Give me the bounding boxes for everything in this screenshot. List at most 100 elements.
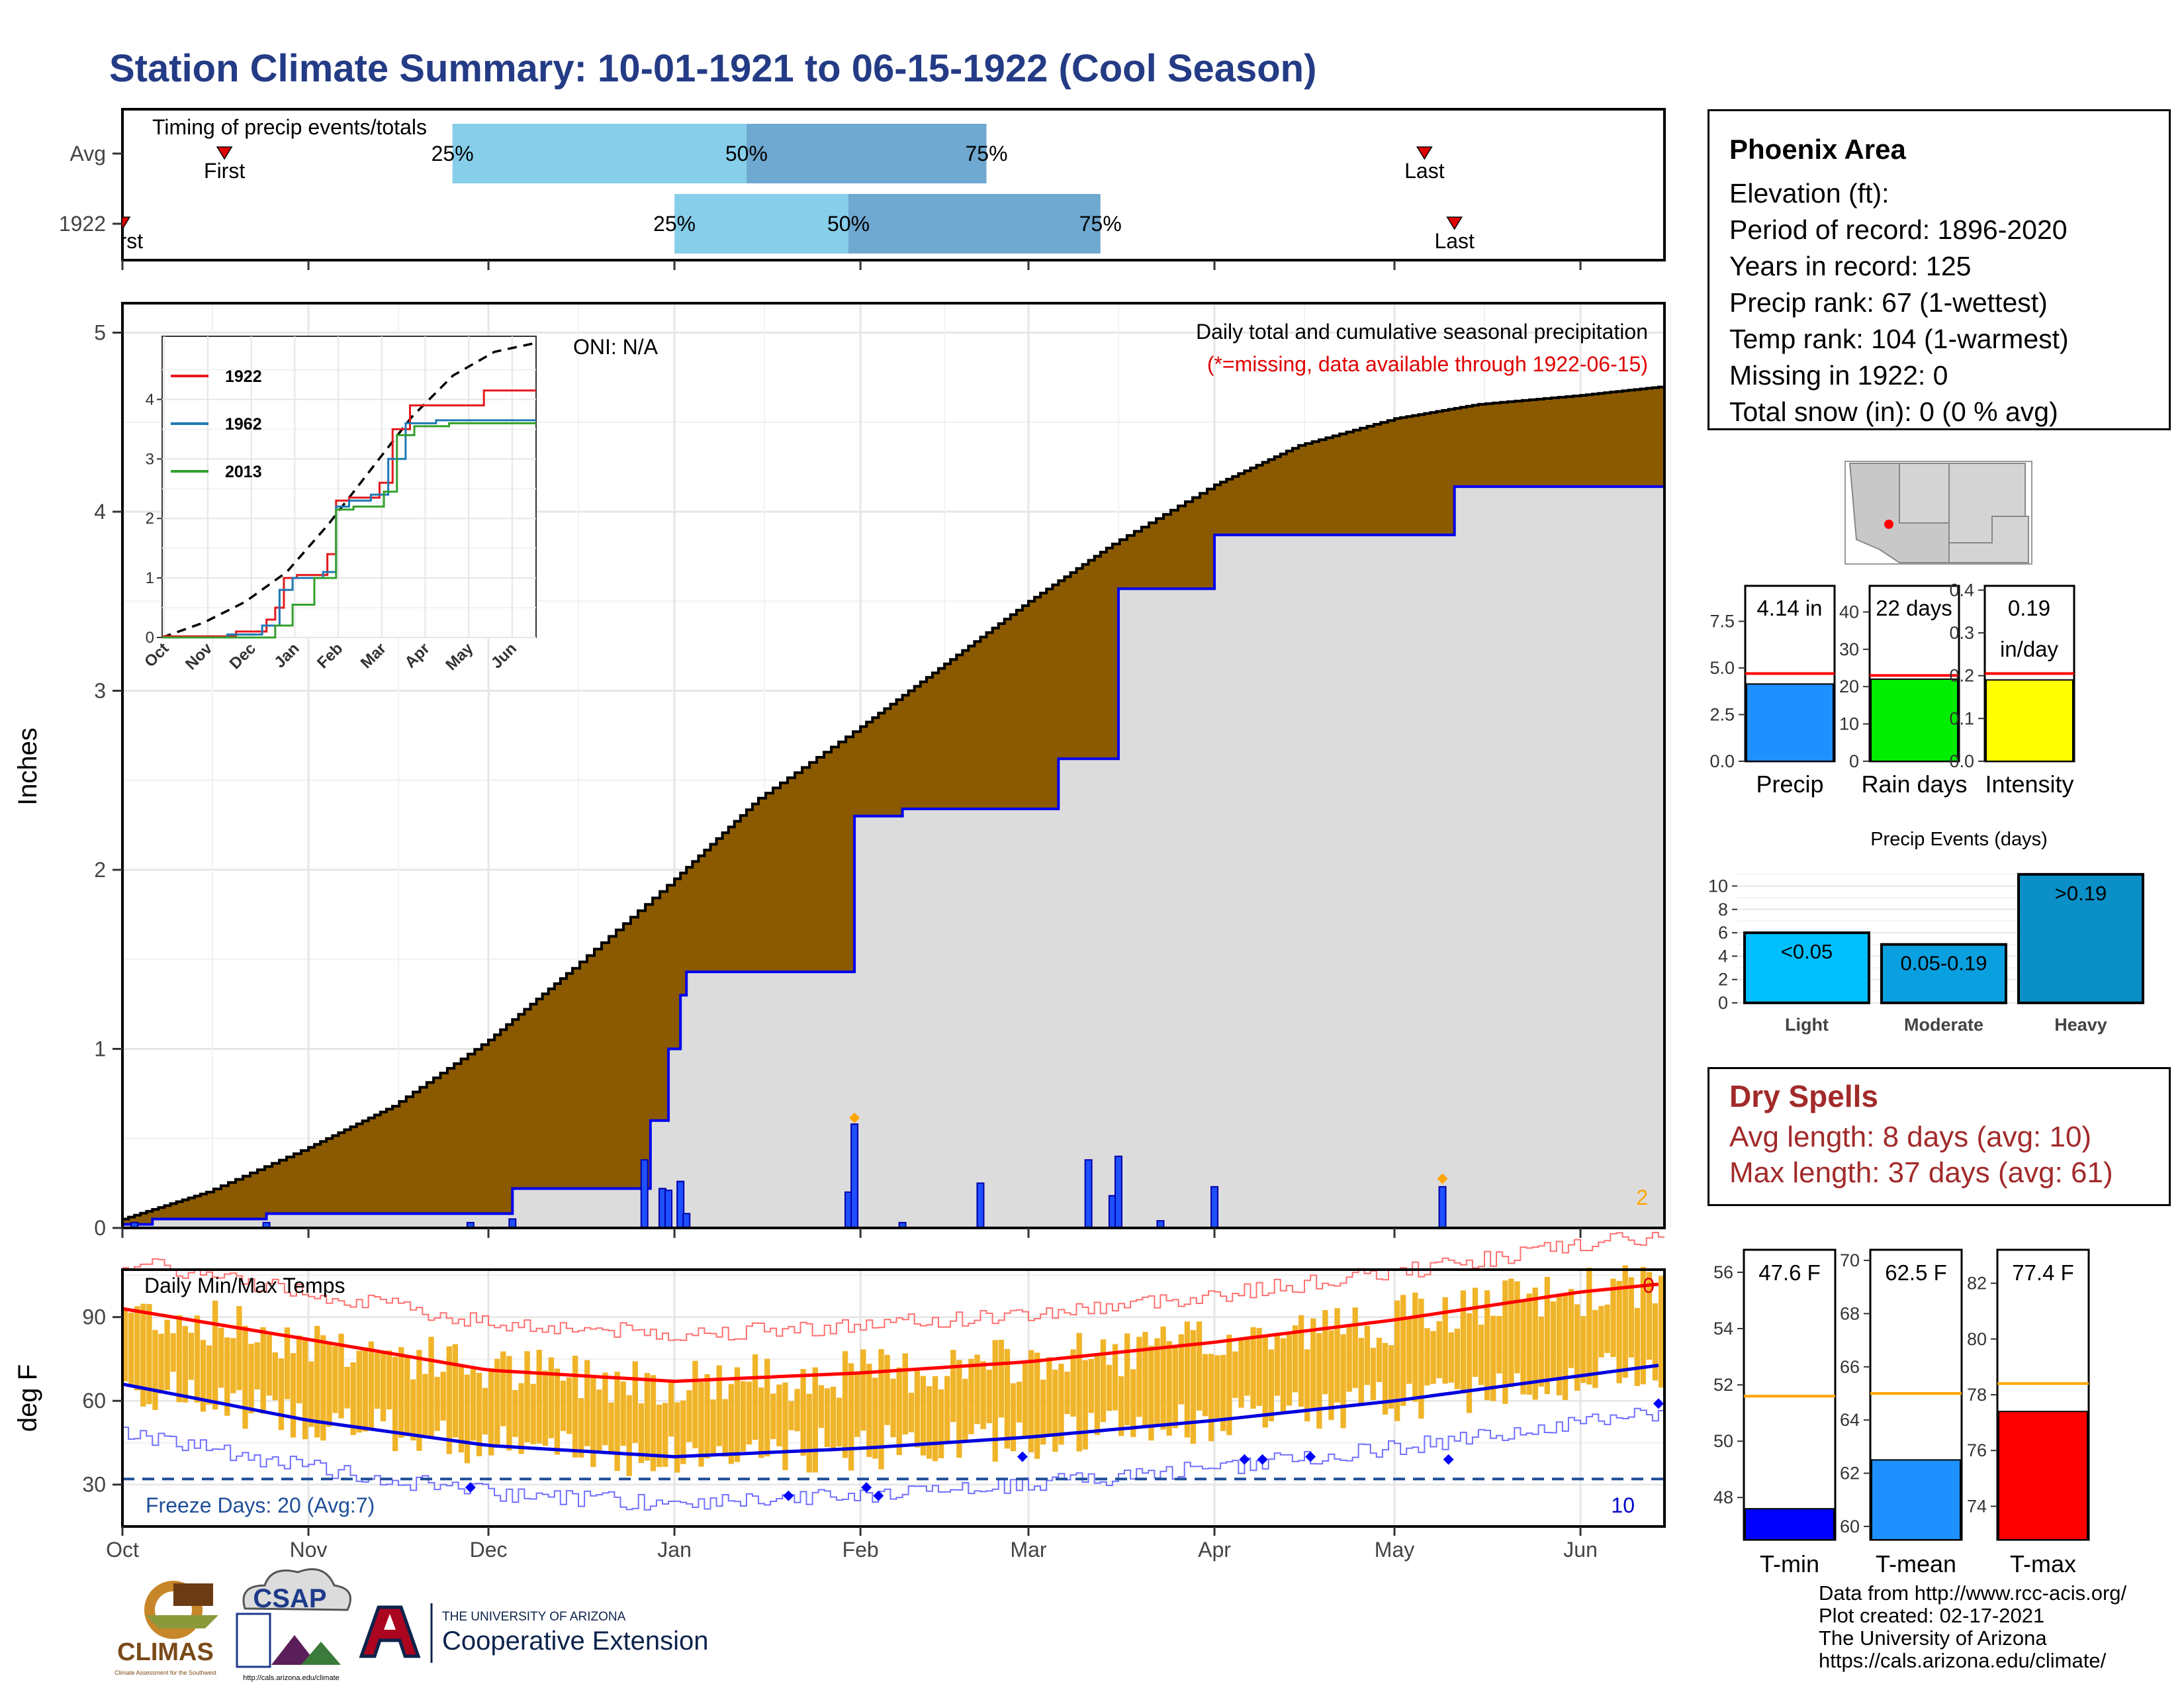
month-label: May (1375, 1538, 1414, 1562)
summary-value: 22 days (1876, 596, 1952, 620)
events-bar-label: 0.05-0.19 (1901, 952, 1987, 975)
summary-0-label: Precip (1756, 771, 1823, 798)
daily-temp-bar (1640, 1266, 1647, 1385)
daily-temp-bar (1526, 1293, 1532, 1395)
timing-title: Timing of precip events/totals (152, 115, 427, 139)
record-low-marker (1239, 1454, 1250, 1465)
daily-temp-bar (206, 1345, 212, 1405)
daily-temp-bar (1478, 1325, 1484, 1385)
events-tick-label: 8 (1718, 900, 1728, 919)
temp-ytick-label: 60 (82, 1389, 106, 1413)
timing-bar-lower (674, 194, 849, 254)
summary-1-label: Rain days (1861, 771, 1967, 798)
daily-precip-bar (850, 1123, 859, 1229)
daily-temp-bar (608, 1402, 614, 1454)
daily-temp-bar (1178, 1334, 1184, 1405)
precip-ytick-label: 0 (94, 1216, 106, 1240)
precip-subtitle: Daily total and cumulative seasonal prec… (1196, 320, 1648, 344)
daily-temp-bar (1124, 1333, 1130, 1426)
daily-temp-bar (890, 1378, 896, 1438)
daily-temp-bar (1544, 1276, 1551, 1395)
credit-created: Plot created: 02-17-2021 (1819, 1604, 2045, 1627)
inset-frame (161, 336, 537, 638)
credit-source: Data from http://www.rcc-acis.org/ (1819, 1581, 2127, 1605)
daily-temp-bar (1586, 1267, 1592, 1385)
daily-temp-bar (488, 1368, 494, 1456)
daily-temp-bar (176, 1315, 182, 1403)
daily-precip-bar (664, 1190, 673, 1229)
events-bar (2017, 872, 2144, 1004)
daily-temp-bar (920, 1376, 927, 1456)
daily-temp-bar (878, 1349, 884, 1470)
daily-temp-bar (584, 1360, 590, 1446)
page-title: Station Climate Summary: 10-01-1921 to 0… (109, 47, 1317, 90)
daily-temp-bar (1550, 1301, 1557, 1378)
daily-temp-bar (1238, 1340, 1244, 1408)
record-max-line (122, 1231, 1664, 1341)
location-map (1844, 461, 2032, 565)
daily-temp-bar (458, 1366, 465, 1453)
daily-temp-bar (1574, 1304, 1580, 1391)
daily-temp-bar (992, 1340, 998, 1462)
daily-temp-bar (326, 1343, 332, 1427)
daily-temp-bar (1520, 1300, 1526, 1395)
daily-temp-bar (1088, 1359, 1094, 1413)
daily-temp-bar (914, 1370, 921, 1448)
daily-temp-bar (1160, 1326, 1166, 1430)
temp-summary-tick-label: 62 (1840, 1464, 1860, 1483)
daily-temp-bar (332, 1346, 338, 1413)
daily-temp-bar (932, 1376, 938, 1462)
temp-summary-value: 77.4 F (2012, 1260, 2074, 1285)
timing-marker (1446, 216, 1463, 230)
daily-temp-bar (158, 1333, 164, 1394)
temp-summary-value: 62.5 F (1885, 1260, 1947, 1285)
csap-url: http://cals.arizona.edu/climate (243, 1674, 340, 1682)
daily-temp-bar (410, 1379, 416, 1441)
cumulative-inset: Oct Nov Dec Jan Feb Mar Apr May Jun0123419221962… (141, 336, 537, 674)
daily-temp-bar (1028, 1350, 1034, 1452)
temp-summary-tick-label: 74 (1967, 1496, 1987, 1516)
temp-summary-tick-label: 54 (1713, 1319, 1733, 1338)
summary-1-tick-label: 40 (1839, 602, 1859, 622)
daily-temp-bar (1226, 1335, 1232, 1435)
dry-spells-title: Dry Spells (1729, 1079, 1878, 1113)
daily-temp-bar (1496, 1316, 1502, 1374)
temp-summary-frame (1743, 1248, 1837, 1541)
events-bar-label: <0.05 (1781, 940, 1833, 963)
daily-temp-bar (950, 1350, 956, 1423)
daily-temp-bar (740, 1381, 747, 1452)
daily-temp-bar (1436, 1321, 1442, 1378)
daily-precip-bar (1084, 1159, 1093, 1229)
daily-temp-bar (1034, 1352, 1040, 1459)
month-label: Nov (290, 1538, 328, 1562)
month-label: Mar (1010, 1538, 1046, 1562)
precip-ytick-label: 3 (94, 679, 106, 703)
station-years: Years in record: 125 (1729, 251, 1972, 281)
ua-name: THE UNIVERSITY OF ARIZONA (442, 1610, 626, 1624)
daily-temp-bar (1070, 1349, 1076, 1417)
daily-temp-bar (344, 1366, 350, 1409)
daily-temp-bar (1250, 1327, 1256, 1409)
daily-temp-bar (380, 1352, 387, 1422)
timing-pct-label: 50% (725, 142, 768, 165)
daily-temp-bar (1136, 1336, 1142, 1417)
summary-2-tick-label: 0.2 (1949, 666, 1974, 686)
daily-precip-bar (1438, 1186, 1447, 1229)
daily-temp-bar (548, 1357, 555, 1438)
credit-url: https://cals.arizona.edu/climate/ (1819, 1649, 2107, 1672)
daily-temp-bar (758, 1387, 764, 1458)
daily-temp-bar (512, 1389, 518, 1437)
timing-bar-upper (746, 124, 987, 183)
inset-legend-label: 2013 (225, 463, 262, 481)
daily-temp-bar (818, 1385, 825, 1429)
daily-temp-bar (200, 1340, 206, 1412)
summary-1-tick-label: 10 (1839, 714, 1859, 734)
daily-temp-bar (1490, 1315, 1496, 1401)
precip-ytick-label: 5 (94, 321, 106, 345)
precip-events-chart: Precip Events (days) 0 2 4 6 8 10 <0.05 Light 0.0… (1708, 829, 2144, 1035)
daily-temp-bar (896, 1367, 902, 1456)
precip-frame (121, 302, 1666, 1229)
timing-row-name: Avg (69, 142, 106, 165)
temp-summary-label: T-mean (1876, 1550, 1956, 1577)
